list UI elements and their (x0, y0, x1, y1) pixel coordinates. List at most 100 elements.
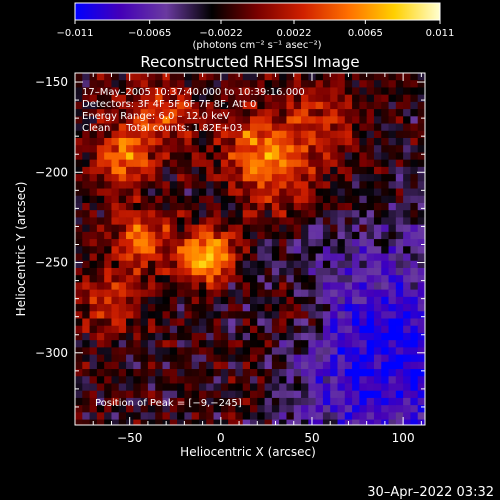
heatmap-cell (410, 267, 419, 276)
heatmap-cell (352, 94, 360, 103)
heatmap-cell (96, 145, 105, 154)
heatmap-cell (403, 253, 412, 262)
heatmap-cell (301, 347, 309, 356)
heatmap-cell (75, 80, 83, 89)
heatmap-cell (75, 116, 83, 125)
heatmap-cell (126, 376, 134, 385)
heatmap-cell (293, 145, 302, 154)
heatmap-cell (118, 311, 127, 320)
heatmap-cell (337, 390, 346, 399)
heatmap-cell (403, 116, 412, 125)
heatmap-cell (89, 188, 98, 197)
heatmap-cell (271, 282, 280, 291)
heatmap-cell (228, 159, 237, 168)
heatmap-cell (184, 195, 193, 204)
heatmap-cell (301, 80, 309, 89)
heatmap-cell (118, 354, 127, 363)
heatmap-cell (111, 145, 120, 154)
heatmap-cell (257, 145, 266, 154)
heatmap-cell (417, 101, 425, 110)
heatmap-cell (147, 94, 156, 103)
heatmap-cell (75, 137, 83, 146)
heatmap-cell (126, 369, 134, 377)
heatmap-cell (220, 181, 229, 190)
heatmap-cell (82, 123, 91, 132)
heatmap-cell (75, 130, 83, 139)
heatmap-cell (250, 231, 258, 240)
heatmap-cell (242, 181, 251, 190)
heatmap-cell (337, 159, 346, 168)
heatmap-cell (147, 289, 156, 298)
heatmap-cell (279, 202, 288, 211)
heatmap-cell (279, 376, 288, 385)
heatmap-cell (417, 210, 425, 219)
heatmap-cell (162, 231, 171, 240)
heatmap-cell (381, 275, 390, 283)
heatmap-cell (228, 369, 237, 377)
heatmap-cell (133, 159, 142, 168)
heatmap-cell (242, 347, 251, 356)
heatmap-cell (417, 166, 425, 175)
heatmap-cell (301, 87, 309, 96)
heatmap-cell (308, 80, 317, 89)
heatmap-cell (213, 412, 222, 421)
heatmap-cell (301, 123, 309, 132)
heatmap-cell (286, 145, 295, 154)
heatmap-cell (395, 253, 404, 262)
heatmap-cell (155, 130, 164, 139)
heatmap-cell (264, 405, 273, 413)
heatmap-cell (337, 130, 346, 139)
x-tick-label: 50 (304, 431, 319, 445)
heatmap-cell (337, 325, 346, 334)
heatmap-cell (177, 311, 185, 320)
heatmap-cell (242, 224, 251, 233)
heatmap-cell (366, 354, 375, 363)
heatmap-cell (250, 332, 258, 341)
heatmap-cell (75, 397, 83, 406)
heatmap-cell (373, 405, 382, 413)
heatmap-cell (198, 130, 207, 139)
heatmap-cell (206, 217, 215, 226)
heatmap-cell (395, 166, 404, 175)
heatmap-cell (184, 188, 193, 197)
heatmap-cell (395, 80, 404, 89)
heatmap-cell (315, 195, 324, 204)
heatmap-cell (330, 340, 339, 348)
heatmap-cell (104, 109, 113, 117)
heatmap-cell (169, 130, 178, 139)
heatmap-cell (395, 217, 404, 226)
heatmap-cell (417, 116, 425, 125)
heatmap-cell (140, 397, 149, 406)
heatmap-cell (264, 152, 273, 161)
heatmap-cell (75, 224, 83, 233)
heatmap-cell (177, 116, 185, 125)
heatmap-cell (104, 282, 113, 291)
heatmap-cell (322, 94, 331, 103)
heatmap-cell (308, 412, 317, 421)
heatmap-cell (315, 210, 324, 219)
heatmap-cell (395, 340, 404, 348)
heatmap-cell (381, 116, 390, 125)
heatmap-cell (118, 260, 127, 269)
heatmap-cell (286, 73, 295, 81)
heatmap-cell (395, 397, 404, 406)
heatmap-cell (352, 231, 360, 240)
heatmap-cell (162, 340, 171, 348)
heatmap-cell (75, 253, 83, 262)
heatmap-cell (257, 383, 266, 392)
heatmap-cell (104, 188, 113, 197)
heatmap-cell (373, 318, 382, 327)
heatmap-cell (96, 376, 105, 385)
heatmap-cell (184, 224, 193, 233)
heatmap-cell (410, 73, 419, 81)
heatmap-cell (169, 116, 178, 125)
heatmap-cell (403, 239, 412, 247)
heatmap-cell (177, 275, 185, 283)
heatmap-cell (96, 166, 105, 175)
heatmap-cell (395, 361, 404, 370)
heatmap-cell (126, 152, 134, 161)
heatmap-cell (242, 202, 251, 211)
heatmap-cell (366, 123, 375, 132)
heatmap-cell (250, 145, 258, 154)
heatmap-cell (228, 332, 237, 341)
